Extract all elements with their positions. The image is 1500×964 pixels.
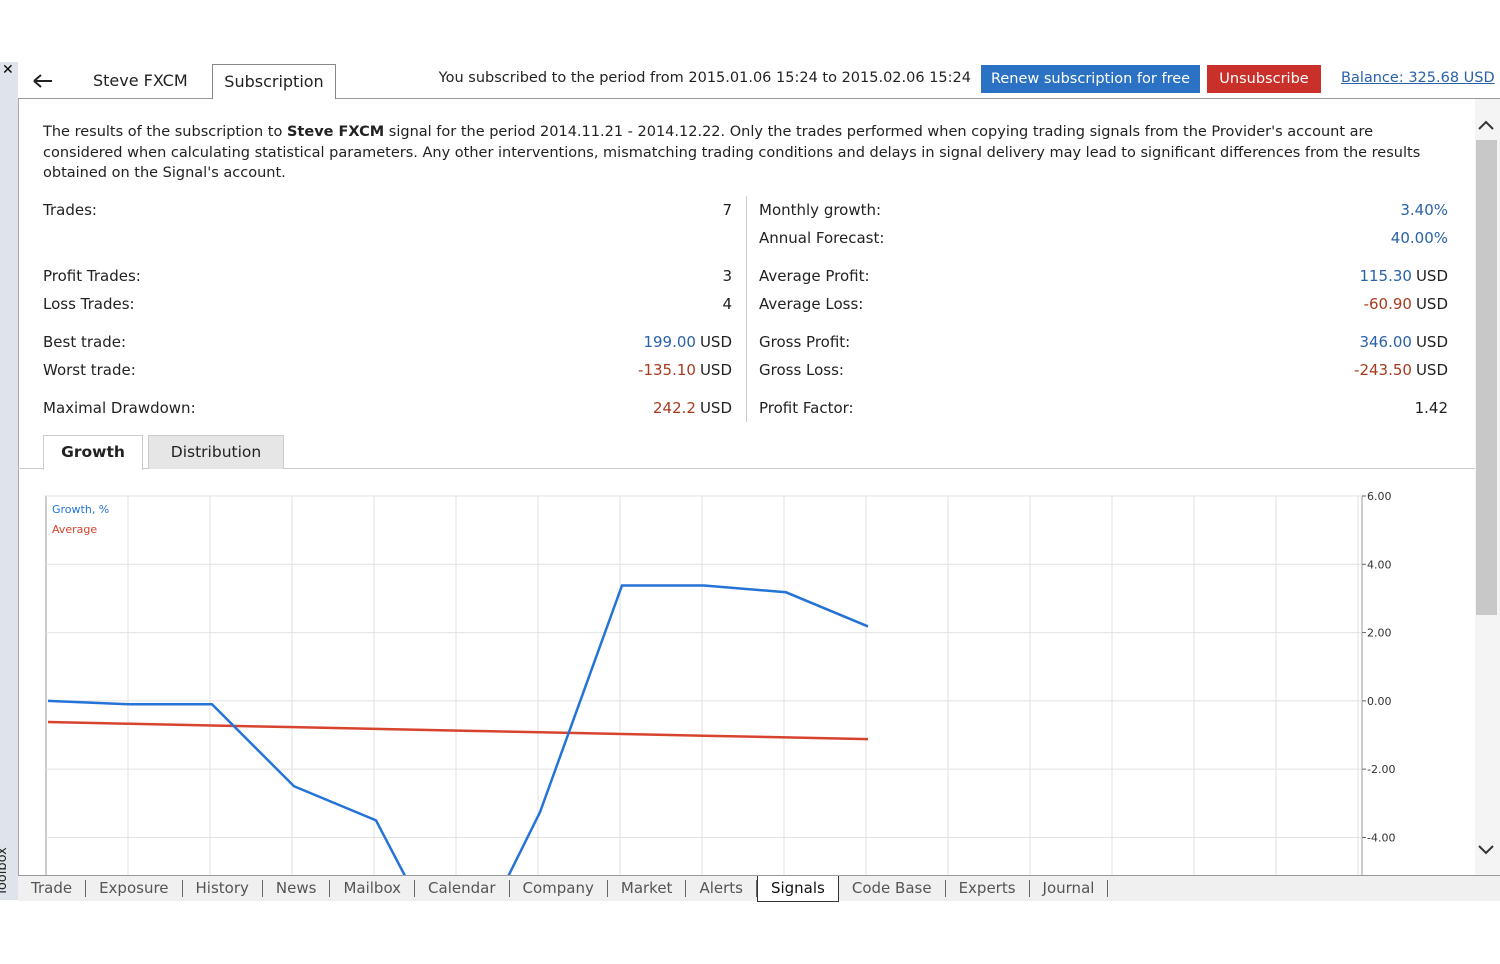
intro-after: signal for the period 2014.11.21 - 2014.… xyxy=(43,124,1421,181)
intro-before: The results of the subscription to xyxy=(43,124,287,140)
legend-entry: Average xyxy=(52,523,97,536)
stat-label: Loss Trades: xyxy=(43,295,135,313)
stat-value: 4 xyxy=(722,295,732,313)
scroll-thumb[interactable] xyxy=(1476,140,1497,615)
toolbox-strip xyxy=(0,62,19,900)
stat-label: Profit Trades: xyxy=(43,267,141,285)
y-tick-label: 6.00 xyxy=(1367,490,1392,503)
divider xyxy=(746,196,747,422)
y-tick-label: 2.00 xyxy=(1367,627,1392,640)
stat-label: Profit Factor: xyxy=(759,399,854,417)
stat-unit: USD xyxy=(1415,267,1448,285)
bottom-tab[interactable]: Journal xyxy=(1030,880,1109,897)
stat-number: -135.10 xyxy=(638,361,696,379)
bottom-tab[interactable]: History xyxy=(183,880,263,897)
intro-text: The results of the subscription to Steve… xyxy=(43,122,1453,184)
subscription-tab[interactable]: Subscription xyxy=(212,64,336,99)
stat-value: 40.00% xyxy=(1391,229,1448,247)
bottom-tab[interactable]: Trade xyxy=(18,880,87,897)
stat-value: -243.50 USD xyxy=(1354,361,1448,379)
provider-tab[interactable]: Steve FXCM xyxy=(93,71,188,90)
scroll-down[interactable] xyxy=(1477,843,1495,857)
legend-entry: Growth, % xyxy=(52,503,109,516)
tab-line xyxy=(18,468,1475,469)
y-tick-label: -4.00 xyxy=(1367,831,1395,844)
bottom-tab[interactable]: Code Base xyxy=(839,880,946,897)
renew-button[interactable]: Renew subscription for free xyxy=(981,65,1200,93)
stat-label: Gross Profit: xyxy=(759,333,851,351)
stat-value: 7 xyxy=(722,201,732,219)
stat-number: 199.00 xyxy=(643,333,696,351)
balance-link[interactable]: Balance: 325.68 USD xyxy=(1341,70,1495,86)
scroll-up[interactable] xyxy=(1477,118,1495,132)
stat-number: 40.00% xyxy=(1390,229,1448,247)
stat-label: Best trade: xyxy=(43,333,127,351)
stat-label: Worst trade: xyxy=(43,361,136,379)
stat-unit: USD xyxy=(699,361,732,379)
intro-name: Steve FXCM xyxy=(286,124,385,140)
stat-number: 7 xyxy=(722,201,732,219)
stat-unit: USD xyxy=(699,399,732,417)
bottom-tab[interactable]: Mailbox xyxy=(330,880,416,897)
stat-number: 4 xyxy=(722,295,732,313)
growth-tab[interactable]: Growth xyxy=(43,435,143,470)
subscription-message: You subscribed to the period from 2015.0… xyxy=(438,70,971,86)
bottom-tab[interactable]: Calendar xyxy=(415,880,510,897)
stat-label: Annual Forecast: xyxy=(759,229,885,247)
stat-number: 242.2 xyxy=(652,399,696,417)
stat-number: 3 xyxy=(722,267,732,285)
stat-value: 1.42 xyxy=(1415,399,1448,417)
distribution-tab[interactable]: Distribution xyxy=(148,435,284,469)
stat-label: Average Loss: xyxy=(759,295,864,313)
stat-value: 115.30 USD xyxy=(1359,267,1448,285)
stat-value: -135.10 USD xyxy=(638,361,732,379)
stat-label: Average Profit: xyxy=(759,267,870,285)
series-line xyxy=(47,720,869,741)
stat-value: 3 xyxy=(722,267,732,285)
stat-value: 3.40% xyxy=(1400,201,1448,219)
y-tick-label: 4.00 xyxy=(1367,558,1392,571)
stat-number: -243.50 xyxy=(1354,361,1412,379)
stat-number: 115.30 xyxy=(1359,267,1412,285)
stat-label: Trades: xyxy=(43,201,97,219)
stat-unit: USD xyxy=(699,333,732,351)
series-line xyxy=(47,584,869,875)
stat-unit: USD xyxy=(1415,333,1448,351)
bottom-tab[interactable]: Signals xyxy=(756,875,839,902)
stat-unit: USD xyxy=(1415,295,1448,313)
bottom-tab[interactable]: Market xyxy=(608,880,687,897)
stat-number: 1.42 xyxy=(1414,399,1448,417)
stat-number: 346.00 xyxy=(1359,333,1412,351)
bottom-tab[interactable]: News xyxy=(263,880,331,897)
stat-value: 346.00 USD xyxy=(1359,333,1448,351)
stat-label: Monthly growth: xyxy=(759,201,882,219)
stat-number: 3.40% xyxy=(1400,201,1448,219)
plot-frame xyxy=(45,495,1363,886)
back-icon[interactable] xyxy=(32,72,56,90)
stat-label: Gross Loss: xyxy=(759,361,844,379)
stat-number: -60.90 xyxy=(1363,295,1412,313)
close-icon[interactable]: ✕ xyxy=(2,62,14,78)
stat-value: 242.2 USD xyxy=(653,399,732,417)
y-tick-label: 0.00 xyxy=(1367,695,1392,708)
stat-label: Maximal Drawdown: xyxy=(43,399,196,417)
y-tick-label: -2.00 xyxy=(1367,763,1395,776)
stat-value: -60.90 USD xyxy=(1364,295,1448,313)
stat-unit: USD xyxy=(1415,361,1448,379)
bottom-tab[interactable]: Company xyxy=(510,880,608,897)
unsubscribe-button[interactable]: Unsubscribe xyxy=(1207,65,1321,93)
bottom-tabs: Trade Exposure History News Mailbox Calendar C… xyxy=(18,875,1500,902)
bottom-tab[interactable]: Experts xyxy=(946,880,1030,897)
bottom-tab[interactable]: Exposure xyxy=(86,880,183,897)
stat-value: 199.00 USD xyxy=(643,333,732,351)
bottom-tab[interactable]: Alerts xyxy=(686,880,757,897)
